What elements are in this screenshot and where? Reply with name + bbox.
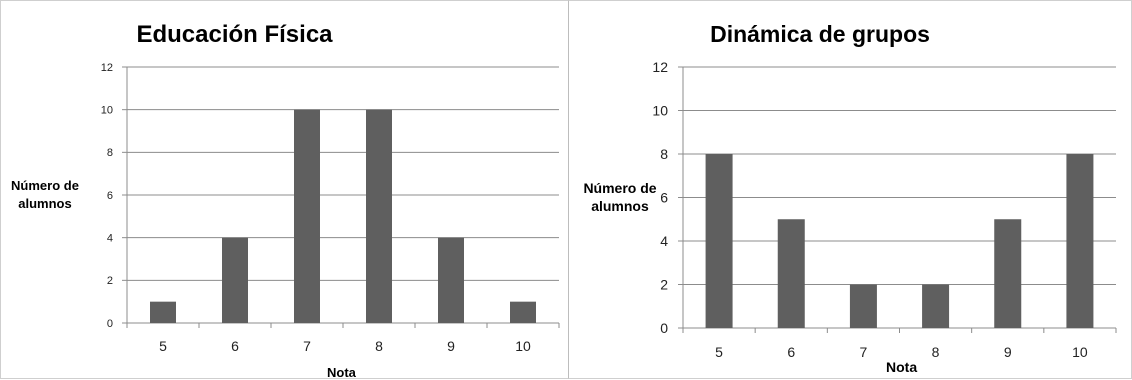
x-tick-label: 5 [715, 344, 723, 360]
x-tick-label: 6 [231, 338, 239, 354]
x-tick-label: 5 [159, 338, 167, 354]
bar-10 [1066, 154, 1094, 328]
bar-8 [922, 284, 950, 328]
chart-plot-area: 0 2 4 6 8 10 12 5 6 7 8 9 10 [652, 59, 1117, 360]
bar-5 [150, 301, 176, 323]
x-tick-label: 7 [860, 344, 868, 360]
x-axis-label: Nota [886, 359, 918, 375]
x-tick-label: 8 [932, 344, 940, 360]
chart-title: Dinámica de grupos [710, 21, 930, 47]
y-tick-label: 4 [107, 233, 113, 245]
bar-9 [994, 219, 1022, 328]
y-tick-label: 0 [107, 318, 113, 330]
bar-8 [366, 109, 392, 324]
y-tick-label: 12 [101, 62, 113, 74]
x-tick-label: 9 [1004, 344, 1012, 360]
y-tick-label: 6 [107, 190, 113, 202]
y-tick-label: 10 [101, 105, 113, 117]
bar-7 [294, 109, 320, 324]
y-tick-label: 6 [660, 189, 668, 205]
y-tick-label: 8 [107, 147, 113, 159]
bar-6 [222, 237, 248, 323]
y-tick-label: 2 [660, 276, 668, 292]
y-tick-label: 2 [107, 275, 113, 287]
chart-plot-area: 0 2 4 6 8 10 12 5 6 7 8 9 10 [101, 62, 560, 354]
x-tick-label: 7 [303, 338, 311, 354]
bar-7 [849, 284, 877, 328]
chart-title: Educación Física [136, 21, 333, 48]
bar-6 [777, 219, 805, 328]
bar-9 [438, 237, 464, 323]
y-tick-label: 12 [652, 59, 668, 75]
bar-5 [705, 154, 733, 328]
y-tick-label: 10 [652, 102, 668, 118]
bar-10 [510, 301, 536, 323]
y-axis-label: Número de alumnos [583, 180, 657, 214]
y-tick-label: 8 [660, 146, 668, 162]
y-tick-label: 0 [660, 320, 668, 336]
chart-panel-educacion-fisica: Educación Física Número de alumnos Nota … [0, 0, 569, 380]
x-axis-label: Nota [327, 365, 356, 380]
x-tick-label: 6 [787, 344, 795, 360]
chart-panel-dinamica-de-grupos: Dinámica de grupos Número de alumnos Not… [569, 0, 1132, 379]
y-axis-label: Número de alumnos [11, 178, 79, 211]
x-tick-label: 10 [1072, 344, 1088, 360]
x-tick-label: 9 [447, 338, 455, 354]
x-tick-label: 10 [515, 338, 531, 354]
x-tick-label: 8 [375, 338, 383, 354]
y-tick-label: 4 [660, 233, 668, 249]
